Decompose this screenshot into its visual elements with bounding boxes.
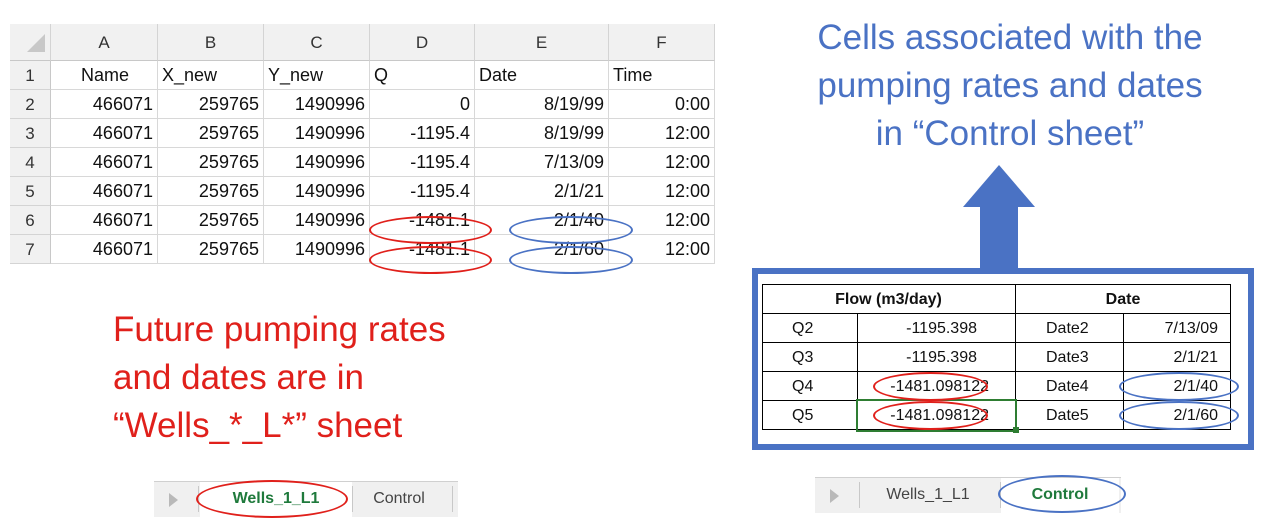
cell-time[interactable]: 0:00 <box>609 90 715 119</box>
cell-name[interactable]: 466071 <box>51 177 158 206</box>
highlight-oval-q5 <box>873 401 988 430</box>
fill-handle[interactable] <box>1013 427 1019 433</box>
row-header[interactable]: 2 <box>10 90 51 119</box>
cell-time[interactable]: 12:00 <box>609 148 715 177</box>
date-value[interactable]: 7/13/09 <box>1124 314 1231 343</box>
q-label[interactable]: Q5 <box>762 401 858 430</box>
q-label[interactable]: Q2 <box>762 314 858 343</box>
scroll-tabs-icon[interactable] <box>830 489 839 503</box>
cell-x[interactable]: 259765 <box>158 206 264 235</box>
q-label[interactable]: Q4 <box>762 372 858 401</box>
row-header[interactable]: 4 <box>10 148 51 177</box>
cell-x[interactable]: 259765 <box>158 119 264 148</box>
date-label[interactable]: Date5 <box>1016 401 1124 430</box>
cell-y[interactable]: 1490996 <box>264 177 370 206</box>
caption-line: pumping rates and dates <box>817 66 1203 105</box>
cell-c1[interactable]: Y_new <box>264 61 370 90</box>
cell-q[interactable]: -1195.4 <box>370 148 475 177</box>
caption-line: Future pumping rates <box>113 310 446 349</box>
cell-name[interactable]: 466071 <box>51 90 158 119</box>
highlight-oval-date5 <box>1119 401 1239 430</box>
cell-date[interactable]: 8/19/99 <box>475 90 609 119</box>
cell-q[interactable]: -1195.4 <box>370 119 475 148</box>
highlight-oval-q4 <box>873 372 988 401</box>
cell-time[interactable]: 12:00 <box>609 177 715 206</box>
cell-x[interactable]: 259765 <box>158 235 264 264</box>
cell-q[interactable]: -1195.4 <box>370 177 475 206</box>
date-label[interactable]: Date4 <box>1016 372 1124 401</box>
highlight-oval-q-row7 <box>369 246 492 274</box>
cell-y[interactable]: 1490996 <box>264 119 370 148</box>
q-label[interactable]: Q3 <box>762 343 858 372</box>
cell-b1[interactable]: X_new <box>158 61 264 90</box>
cell-y[interactable]: 1490996 <box>264 235 370 264</box>
highlight-oval-date-row7 <box>509 246 633 274</box>
cell-f1[interactable]: Time <box>609 61 715 90</box>
cell-date[interactable]: 2/1/21 <box>475 177 609 206</box>
cell-y[interactable]: 1490996 <box>264 148 370 177</box>
row-header[interactable]: 5 <box>10 177 51 206</box>
wells-sheet-caption: Future pumping rates and dates are in “W… <box>113 306 533 450</box>
highlight-oval-date-row6 <box>509 216 633 244</box>
cell-y[interactable]: 1490996 <box>264 206 370 235</box>
scroll-tabs-icon[interactable] <box>169 493 178 507</box>
up-arrow-shaft <box>980 206 1018 269</box>
q-value[interactable]: -1195.398 <box>858 343 1016 372</box>
cell-date[interactable]: 8/19/99 <box>475 119 609 148</box>
cell-date[interactable]: 7/13/09 <box>475 148 609 177</box>
tab-control[interactable]: Control <box>373 490 425 507</box>
highlight-oval-q-row6 <box>369 216 492 244</box>
row-header[interactable]: 6 <box>10 206 51 235</box>
row-header[interactable]: 3 <box>10 119 51 148</box>
control-sheet-caption: Cells associated with the pumping rates … <box>760 14 1260 158</box>
cell-time[interactable]: 12:00 <box>609 119 715 148</box>
column-header-e[interactable]: E <box>475 24 609 61</box>
cell-name[interactable]: 466071 <box>51 148 158 177</box>
flow-header[interactable]: Flow (m3/day) <box>762 285 1016 314</box>
row-header[interactable]: 7 <box>10 235 51 264</box>
row-header-1[interactable]: 1 <box>10 61 51 90</box>
column-header-b[interactable]: B <box>158 24 264 61</box>
select-all-corner[interactable] <box>10 24 51 61</box>
highlight-oval-date4 <box>1119 372 1239 401</box>
column-header-a[interactable]: A <box>51 24 158 61</box>
table-border-left <box>762 284 763 430</box>
tab-wells-1-l1[interactable]: Wells_1_L1 <box>886 486 970 503</box>
date-header[interactable]: Date <box>1016 285 1231 314</box>
cell-d1[interactable]: Q <box>370 61 475 90</box>
table-border-top <box>762 284 1231 285</box>
tab-separator <box>352 486 353 512</box>
caption-line: in “Control sheet” <box>875 114 1145 153</box>
column-header-f[interactable]: F <box>609 24 715 61</box>
column-header-c[interactable]: C <box>264 24 370 61</box>
date-value[interactable]: 2/1/21 <box>1124 343 1231 372</box>
tab-separator <box>859 482 860 508</box>
cell-name[interactable]: 466071 <box>51 206 158 235</box>
cell-e1[interactable]: Date <box>475 61 609 90</box>
caption-line: and dates are in <box>113 358 365 397</box>
caption-line: Cells associated with the <box>817 18 1203 57</box>
cell-x[interactable]: 259765 <box>158 177 264 206</box>
cell-time[interactable]: 12:00 <box>609 206 715 235</box>
cell-time[interactable]: 12:00 <box>609 235 715 264</box>
up-arrow-icon <box>963 165 1035 207</box>
highlight-oval-wells-tab <box>196 480 348 518</box>
cell-name[interactable]: 466071 <box>51 119 158 148</box>
cell-q[interactable]: 0 <box>370 90 475 119</box>
cell-a1[interactable]: Name <box>51 61 158 90</box>
cell-name[interactable]: 466071 <box>51 235 158 264</box>
corner-triangle-icon <box>27 34 45 52</box>
q-value[interactable]: -1195.398 <box>858 314 1016 343</box>
tab-separator <box>452 486 453 512</box>
column-header-d[interactable]: D <box>370 24 475 61</box>
cell-y[interactable]: 1490996 <box>264 90 370 119</box>
date-label[interactable]: Date2 <box>1016 314 1124 343</box>
highlight-oval-control-tab <box>998 475 1126 513</box>
cell-x[interactable]: 259765 <box>158 90 264 119</box>
caption-line: “Wells_*_L*” sheet <box>113 406 403 445</box>
cell-x[interactable]: 259765 <box>158 148 264 177</box>
date-label[interactable]: Date3 <box>1016 343 1124 372</box>
